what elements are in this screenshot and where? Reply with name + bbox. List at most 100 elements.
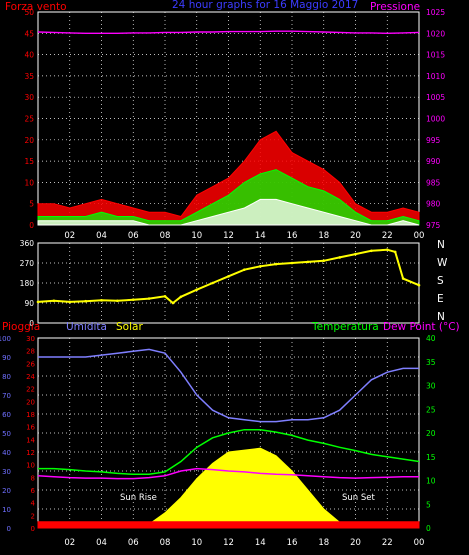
x-tick-label: 02 xyxy=(64,538,75,548)
y-tick-label: 0 xyxy=(426,524,431,533)
wind-direction-point xyxy=(417,283,421,287)
y-tick-label: 360 xyxy=(20,239,35,248)
x-tick-label: 06 xyxy=(128,231,139,241)
right-axis-label: Pressione xyxy=(370,1,420,13)
wind-series xyxy=(37,30,420,226)
y-tick-label: 6 xyxy=(31,487,36,495)
x-tick-label: 16 xyxy=(287,231,298,241)
pressure-y-axis: 975 980 985 990 995 1000 1005 1010 1015 1020 1025 xyxy=(426,8,445,230)
humidity-line xyxy=(38,348,419,423)
y-tick-label: 20 xyxy=(2,487,11,495)
wind-direction-point xyxy=(36,300,40,304)
y-tick-label: 2 xyxy=(31,512,35,520)
y-tick-label: 35 xyxy=(426,358,436,367)
y-tick-label: 10 xyxy=(2,506,11,514)
dew-point-line xyxy=(37,467,419,480)
y-tick-label: 16 xyxy=(26,424,35,432)
y-tick-label: 995 xyxy=(426,136,441,145)
wind-y-axis: 0 5 10 15 20 25 30 35 40 45 50 xyxy=(24,8,34,230)
y-tick-label: 270 xyxy=(20,259,35,268)
solar-area xyxy=(38,447,419,529)
wind-x-axis: 02 04 06 08 10 12 14 16 18 20 22 00 xyxy=(64,231,424,241)
wind-direction-point xyxy=(179,295,183,299)
y-tick-label: 90 xyxy=(2,354,11,362)
y-tick-label: 18 xyxy=(26,411,35,419)
y-tick-label: 50 xyxy=(24,8,34,17)
x-tick-label: 18 xyxy=(318,231,329,241)
solar-label: Solar xyxy=(116,321,143,333)
y-tick-label: 40 xyxy=(2,449,11,457)
wind-direction-point xyxy=(100,299,103,302)
y-tick-label: 0 xyxy=(29,319,34,328)
y-tick-label: 100 xyxy=(0,335,11,343)
direction-y-axis: 0 90 180 270 360 xyxy=(20,239,35,328)
wind-direction-point xyxy=(131,298,135,301)
y-tick-label: 60 xyxy=(2,411,11,419)
y-tick-label: 0 xyxy=(7,525,11,533)
wind_avg-area xyxy=(37,169,420,226)
humidity-label: Umidita xyxy=(66,321,107,333)
y-tick-label: 40 xyxy=(426,334,436,343)
y-tick-label: 80 xyxy=(2,373,11,381)
wind-direction-point xyxy=(274,262,278,266)
wind-direction-point xyxy=(163,295,167,298)
wind-direction-point xyxy=(385,248,389,251)
wind-direction-point xyxy=(68,300,72,304)
temperature-line xyxy=(38,428,420,476)
wind_min-area xyxy=(37,198,420,226)
x-tick-label: 06 xyxy=(128,538,139,548)
wind-direction-point xyxy=(338,256,341,259)
y-tick-label: 1020 xyxy=(426,29,445,38)
y-tick-label: 30 xyxy=(26,335,35,343)
y-tick-label: 1005 xyxy=(426,93,445,102)
wind-direction-point xyxy=(211,281,214,285)
y-tick-label: 25 xyxy=(426,405,436,414)
y-tick-label: 5 xyxy=(426,500,431,509)
compass-label: N xyxy=(437,311,445,323)
x-tick-label: 22 xyxy=(382,538,393,548)
x-tick-label: 22 xyxy=(382,231,393,241)
y-tick-label: 980 xyxy=(426,200,441,209)
y-tick-label: 5 xyxy=(29,200,34,209)
compass-label: N xyxy=(437,239,445,251)
y-tick-label: 975 xyxy=(426,221,441,230)
wind-pressure-panel: Forza vento 24 hour graphs for 16 Maggio… xyxy=(5,0,445,241)
wind-direction-point xyxy=(243,268,246,271)
y-tick-label: 70 xyxy=(2,392,11,400)
sun-set-label: Sun Set xyxy=(342,493,375,503)
dew-point-label: Dew Point (°C) xyxy=(383,321,460,333)
x-tick-label: 12 xyxy=(223,538,234,548)
y-tick-label: 45 xyxy=(24,29,34,38)
wind-direction-point xyxy=(290,261,294,265)
x-tick-label: 14 xyxy=(255,538,266,548)
x-tick-label: 14 xyxy=(255,231,266,241)
compass-label: S xyxy=(437,275,444,287)
left-axis-label: Forza vento xyxy=(5,1,67,13)
y-tick-label: 1010 xyxy=(426,72,445,81)
y-tick-label: 990 xyxy=(426,157,441,166)
y-tick-label: 26 xyxy=(26,360,35,368)
y-tick-label: 0 xyxy=(29,221,34,230)
wind-direction-point xyxy=(147,297,151,300)
y-tick-label: 12 xyxy=(26,449,35,457)
y-tick-label: 20 xyxy=(426,429,436,438)
wind-direction-point xyxy=(401,277,405,280)
rain-label: Pioggia xyxy=(2,321,40,333)
y-tick-label: 24 xyxy=(26,373,35,381)
x-tick-label: 20 xyxy=(350,538,361,548)
x-tick-label: 08 xyxy=(160,538,171,548)
atmos-x-axis: 02 04 06 08 10 12 14 16 18 20 22 00 xyxy=(64,538,424,548)
sun-rise-label: Sun Rise xyxy=(120,493,157,503)
y-tick-label: 14 xyxy=(26,436,35,444)
wind-direction-point xyxy=(322,259,326,263)
wind-direction-point xyxy=(370,249,373,253)
direction-series xyxy=(36,248,421,305)
y-tick-label: 8 xyxy=(31,474,35,482)
y-tick-label: 20 xyxy=(26,398,35,406)
y-tick-label: 15 xyxy=(24,157,34,166)
wind-direction-point xyxy=(84,299,87,303)
